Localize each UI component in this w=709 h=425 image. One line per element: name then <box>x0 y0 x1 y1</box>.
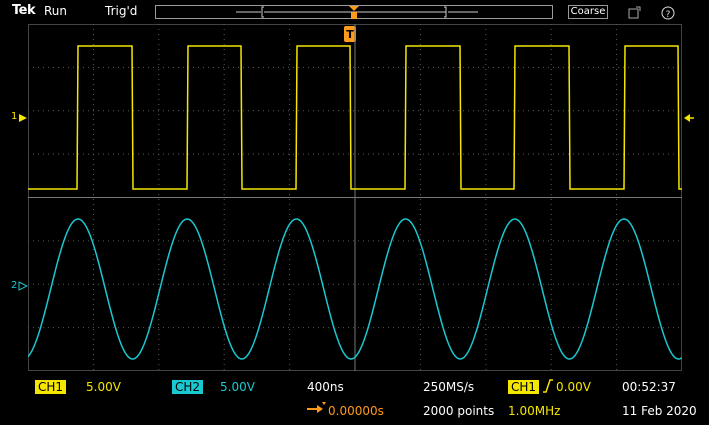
waveform-graticule[interactable] <box>28 24 682 371</box>
coarse-button[interactable]: Coarse <box>568 5 608 19</box>
trigger-level-marker-icon[interactable] <box>683 113 695 123</box>
trigger-level[interactable]: 0.00V <box>556 380 591 394</box>
ch1-ground-marker-icon[interactable] <box>18 113 28 123</box>
record-length[interactable]: 2000 points <box>423 404 495 418</box>
brand-logo: Tek <box>12 3 36 18</box>
delay-arrow-icon <box>307 402 326 413</box>
bottom-readout-bar: CH1 5.00V CH2 5.00V 400ns 0.00000s 250MS… <box>0 372 709 425</box>
svg-text:T: T <box>346 28 354 41</box>
ch2-badge[interactable]: CH2 <box>172 380 204 394</box>
ch1-marker-label: 1 <box>11 111 18 122</box>
save-screen-icon[interactable] <box>626 5 642 19</box>
acquisition-state[interactable]: Run <box>44 4 68 18</box>
top-status-bar: Tek Run Trig'd Coarse ? <box>0 0 709 24</box>
ch1-square-waveform <box>28 45 682 190</box>
ch2-scale[interactable]: 5.00V <box>220 380 255 394</box>
svg-text:?: ? <box>666 10 671 20</box>
sample-rate: 250MS/s <box>423 380 475 394</box>
trigger-source-badge[interactable]: CH1 <box>508 380 540 394</box>
ch2-sine-waveform <box>28 218 682 360</box>
rising-edge-icon <box>543 379 553 393</box>
timebase-scale[interactable]: 400ns <box>307 380 344 394</box>
help-icon[interactable]: ? <box>660 5 676 20</box>
trigger-position-marker[interactable]: T <box>344 26 358 44</box>
ch1-badge[interactable]: CH1 <box>35 380 67 394</box>
clock-date: 11 Feb 2020 <box>622 404 697 418</box>
frequency-readout: 1.00MHz <box>508 404 561 418</box>
ch2-marker-label: 2 <box>11 280 18 291</box>
ch2-ground-marker-icon[interactable] <box>18 281 28 291</box>
ch1-scale[interactable]: 5.00V <box>86 380 121 394</box>
horizontal-delay[interactable]: 0.00000s <box>328 404 384 418</box>
trigger-state: Trig'd <box>105 4 138 18</box>
clock-time: 00:52:37 <box>622 380 676 394</box>
waveform-overview-bar[interactable] <box>155 5 553 19</box>
overview-graphic <box>236 6 478 19</box>
